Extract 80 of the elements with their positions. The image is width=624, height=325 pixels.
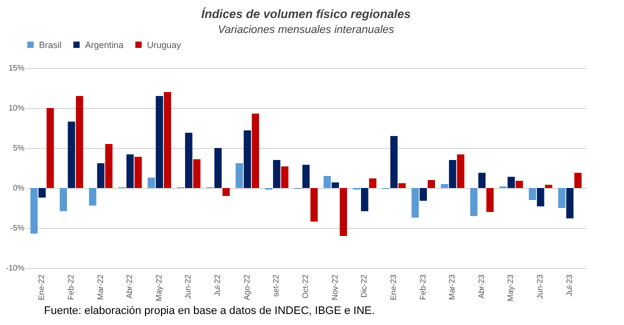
bar [508,176,515,188]
x-tick-label: Feb-23 [418,274,428,300]
bar [164,92,172,188]
bar [46,108,54,188]
x-tick-label: Abr-23 [476,274,486,299]
chart-title: Índices de volumen físico regionales [201,7,412,21]
bar [76,96,84,188]
bar [126,154,134,188]
bar [156,96,164,188]
bar [97,163,104,188]
bar [536,188,544,206]
bar [60,188,67,212]
bar [273,160,280,188]
bar [148,178,155,188]
bar [516,180,523,188]
source-note: Fuente: elaboración propia en base a datos de INDEC, IBGE e INE. [43,305,376,317]
x-tick-label: Jun-23 [536,274,545,299]
bar [412,188,419,218]
bar [193,159,200,188]
bar [214,148,222,188]
legend-label: Uruguay [147,40,182,50]
bar [324,176,331,188]
y-tick-label: -5% [10,224,24,232]
x-tick-label: Jul-22 [213,274,222,296]
bar [361,188,368,212]
y-tick-label: 15% [8,64,24,72]
bar [566,188,574,218]
x-tick-label: Oct-22 [301,274,310,299]
y-tick-label: 5% [12,144,24,152]
bar [398,183,406,188]
x-tick-label: Dic-22 [360,274,369,298]
y-tick-label: 10% [8,104,24,112]
bar [420,188,427,201]
x-tick-label: May-22 [154,274,164,302]
bar [89,188,96,206]
bar [30,188,38,234]
x-tick-label: Mar-22 [96,274,105,300]
chart-subtitle: Variaciones mensuales interanuales [218,24,395,36]
bar [558,188,566,208]
bar [185,132,192,188]
x-tick-label: Jul-23 [564,274,574,296]
bar [244,130,251,188]
bar [236,163,243,188]
bar [457,154,464,188]
bar [528,188,536,200]
bar [105,144,112,188]
bar [478,172,486,188]
bar [486,188,494,212]
bar [390,136,398,188]
bar [448,160,456,188]
x-tick-label: Ene-23 [388,274,398,300]
x-tick-label: Mar-23 [448,274,457,300]
bar [428,180,436,188]
bar [340,188,348,236]
y-tick-label: 0% [12,184,24,192]
bar [332,182,339,188]
bar [38,188,46,198]
x-tick-label: May-23 [506,274,516,302]
x-tick-label: Nov-22 [330,274,340,300]
x-tick-label: set-22 [272,274,281,297]
x-tick-label: Ago-22 [242,274,252,300]
bar [302,164,310,188]
bar [545,184,552,188]
bar [440,184,448,188]
bar [134,156,142,188]
bar [369,178,376,188]
bar [68,122,76,188]
bar [574,172,582,188]
bar [252,114,260,188]
x-tick-label: Abr-22 [125,274,134,299]
bar [470,188,478,216]
x-tick-label: Ene-22 [37,274,46,300]
x-tick-label: Jun-22 [184,274,193,299]
legend-label: Argentina [85,40,124,50]
y-tick-label: -10% [6,264,24,272]
x-tick-label: Feb-22 [66,274,76,300]
legend-label: Brasil [39,40,62,50]
bar [281,166,288,188]
bar [222,188,230,196]
bar [310,188,318,222]
